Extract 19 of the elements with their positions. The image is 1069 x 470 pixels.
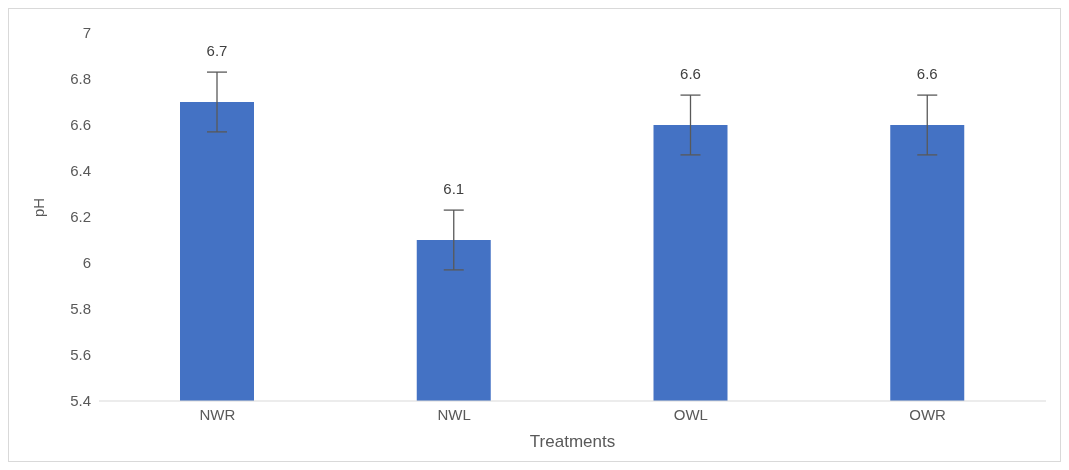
y-tick-label: 5.6 — [70, 346, 91, 364]
y-tick-label: 6.2 — [70, 208, 91, 226]
y-tick-label: 6 — [82, 254, 91, 272]
x-tick-label: OWL — [673, 405, 708, 423]
data-label: 6.6 — [916, 64, 938, 82]
x-axis-title: Treatments — [529, 432, 616, 451]
y-tick-label: 7 — [82, 24, 91, 42]
y-tick-label: 6.6 — [70, 116, 91, 134]
y-tick-label: 5.4 — [70, 392, 91, 410]
y-tick-label: 5.8 — [70, 300, 91, 318]
x-tick-label: NWR — [199, 405, 236, 423]
data-label: 6.7 — [206, 41, 228, 59]
y-tick-label: 6.8 — [70, 70, 91, 88]
x-tick-label: OWR — [909, 405, 947, 423]
y-tick-label: 6.4 — [70, 162, 91, 180]
data-label: 6.6 — [680, 64, 701, 82]
data-label: 6.1 — [443, 179, 465, 197]
y-axis-title: pH — [30, 197, 48, 217]
x-tick-label: NWL — [437, 405, 471, 423]
